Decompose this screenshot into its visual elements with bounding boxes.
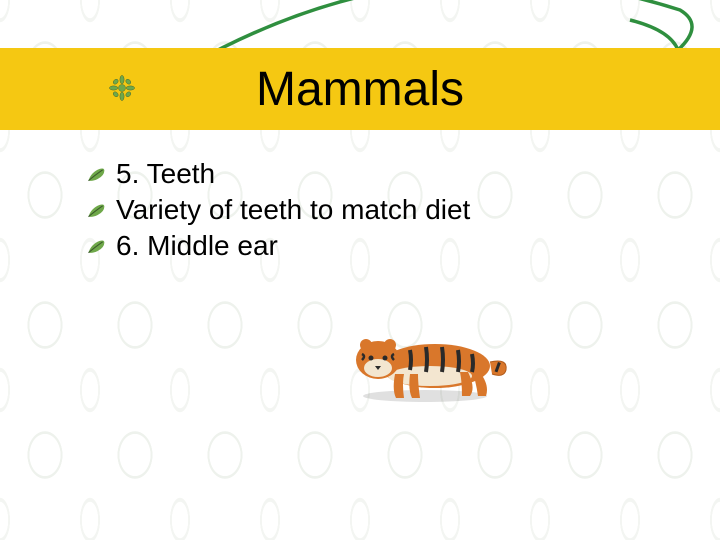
leaf-bullet-icon [86, 200, 106, 220]
slide-title: Mammals [256, 62, 464, 117]
bullet-list: 5. Teeth Variety of teeth to match diet … [86, 158, 646, 266]
bullet-text: 6. Middle ear [116, 230, 278, 262]
bullet-text: Variety of teeth to match diet [116, 194, 470, 226]
tiger-image [340, 320, 510, 405]
leaf-bullet-icon [86, 236, 106, 256]
leaf-bullet-icon [86, 164, 106, 184]
list-item: Variety of teeth to match diet [86, 194, 646, 226]
list-item: 5. Teeth [86, 158, 646, 190]
title-burst-icon [108, 74, 136, 102]
list-item: 6. Middle ear [86, 230, 646, 262]
bullet-text: 5. Teeth [116, 158, 215, 190]
